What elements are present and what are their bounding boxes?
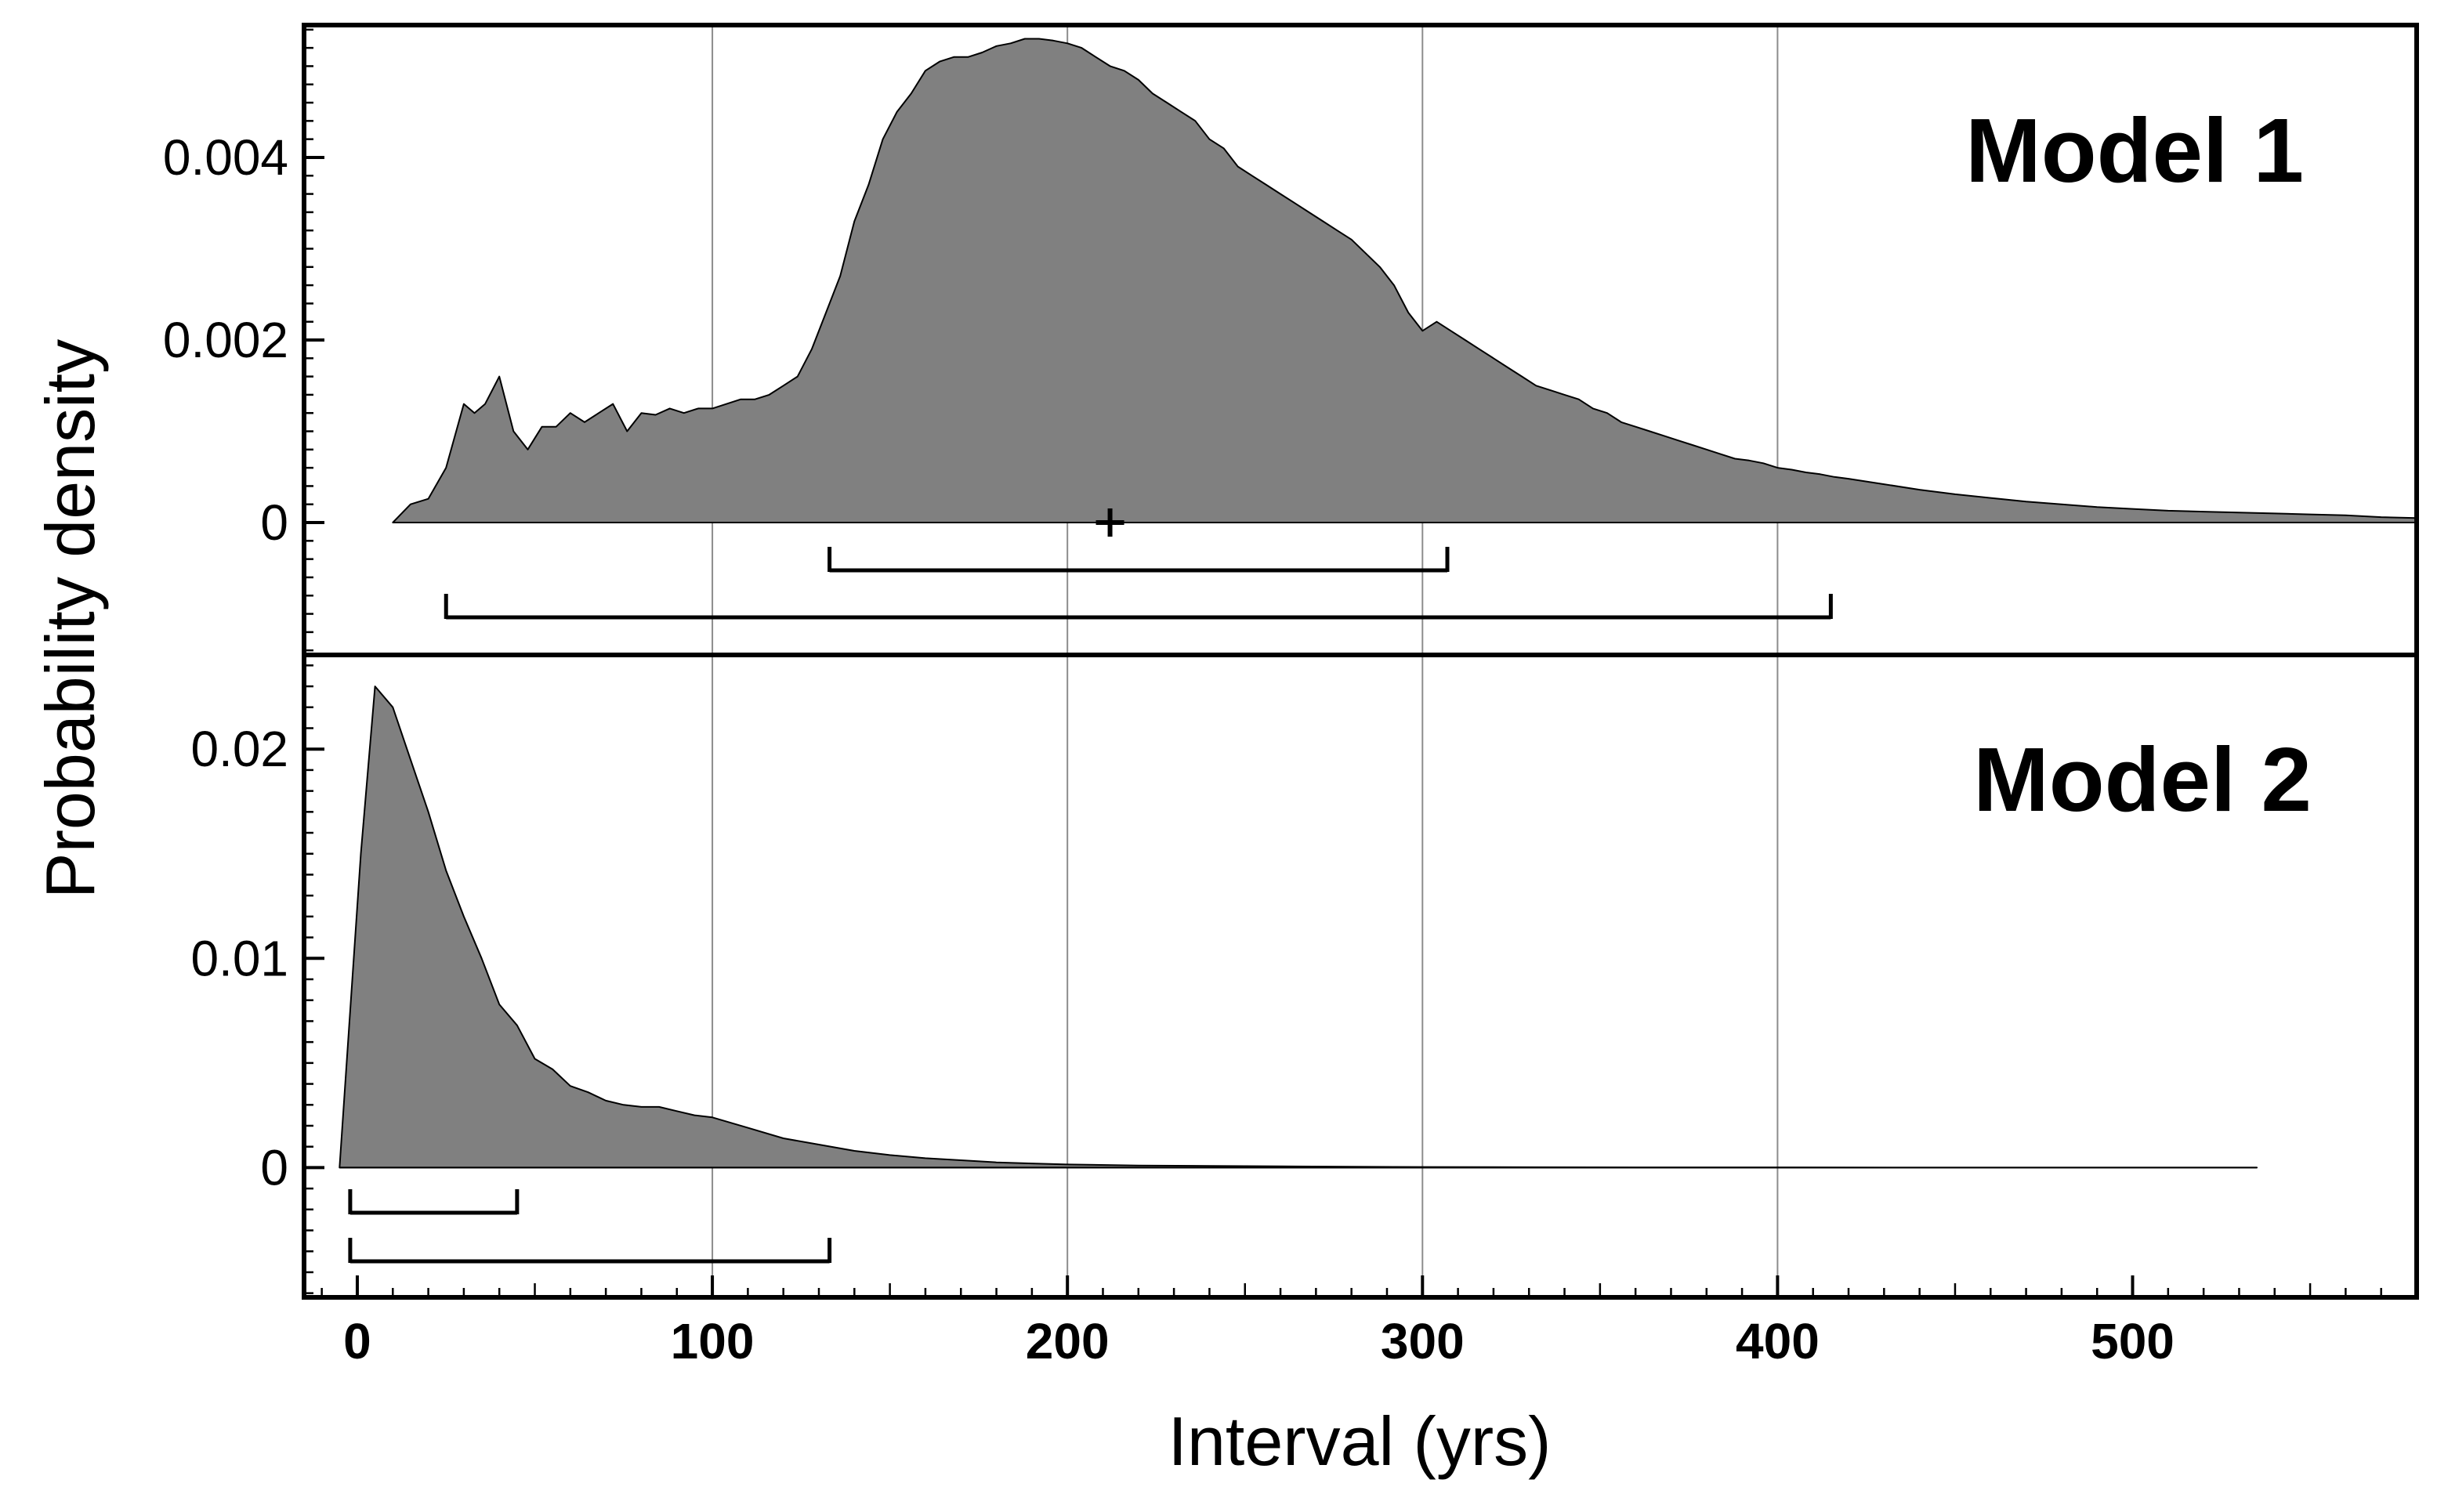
panel-frame-2 bbox=[302, 653, 2419, 1300]
y-tick-label: 0.004 bbox=[163, 129, 288, 186]
x-axis-title: Interval (yrs) bbox=[1168, 1402, 1552, 1480]
y-tick-label: 0.02 bbox=[190, 721, 288, 777]
y-axis-title: Probability density bbox=[31, 339, 109, 899]
density-area-2 bbox=[339, 685, 2258, 1169]
range-layer bbox=[348, 508, 1833, 1264]
label-layer: Model 1 Model 2 Interval (yrs) Probabili… bbox=[31, 99, 2312, 1480]
x-tick-label: 0 bbox=[343, 1313, 371, 1369]
area-layer bbox=[339, 38, 2417, 1169]
x-tick-label: 300 bbox=[1381, 1313, 1465, 1369]
x-tick-label: 100 bbox=[671, 1313, 755, 1369]
density-area-1 bbox=[392, 38, 2417, 523]
y-tick-label: 0 bbox=[260, 1139, 288, 1195]
panel-label-model-1: Model 1 bbox=[1965, 99, 2304, 201]
panel-label-model-2: Model 2 bbox=[1973, 729, 2312, 830]
y-tick-label: 0 bbox=[260, 494, 288, 551]
tick-layer: 0 0.002 0.004 0 0.01 0.02 0 100 200 300 400 500 bbox=[163, 28, 2382, 1369]
x-tick-label: 400 bbox=[1736, 1313, 1820, 1369]
x-tick-label: 200 bbox=[1026, 1313, 1110, 1369]
x-tick-label: 500 bbox=[2091, 1313, 2175, 1369]
y-tick-label: 0.002 bbox=[163, 312, 288, 368]
y-tick-label: 0.01 bbox=[190, 930, 288, 986]
